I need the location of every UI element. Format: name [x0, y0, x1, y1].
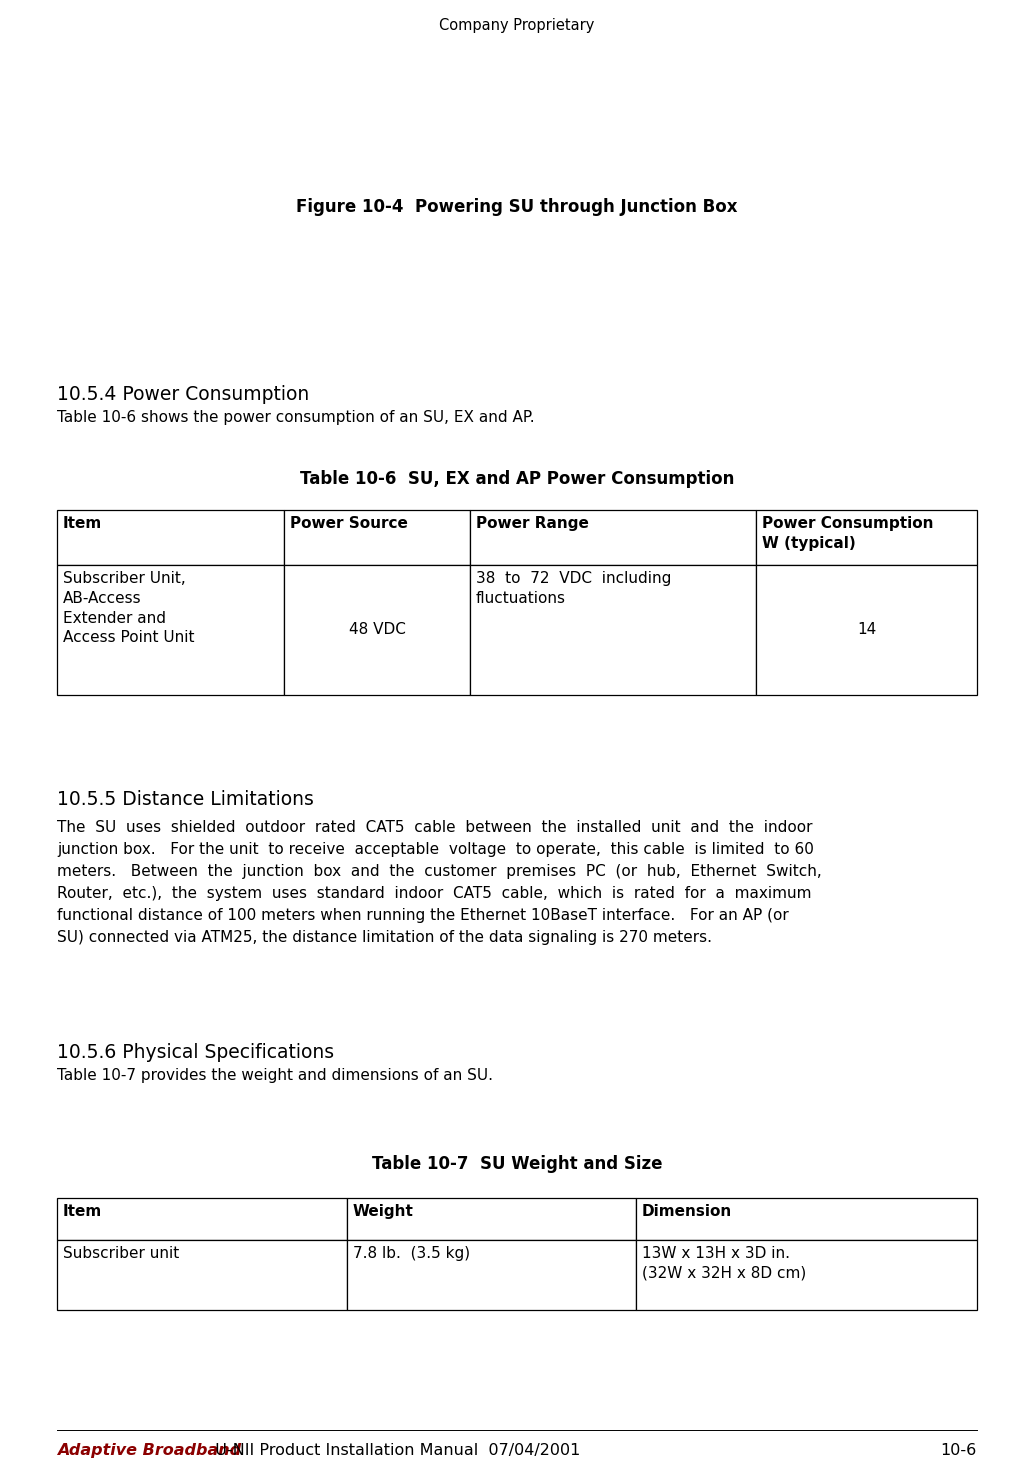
- Bar: [57, 565, 284, 694]
- Bar: [57, 1239, 347, 1310]
- Text: Subscriber Unit,
AB-Access
Extender and
Access Point Unit: Subscriber Unit, AB-Access Extender and …: [63, 571, 194, 646]
- Text: meters.   Between  the  junction  box  and  the  customer  premises  PC  (or  hu: meters. Between the junction box and the…: [57, 864, 822, 879]
- Bar: [636, 1239, 977, 1310]
- Text: SU) connected via ATM25, the distance limitation of the data signaling is 270 me: SU) connected via ATM25, the distance li…: [57, 930, 712, 945]
- Text: Subscriber unit: Subscriber unit: [63, 1247, 179, 1261]
- Text: Company Proprietary: Company Proprietary: [439, 18, 595, 34]
- Text: Power Consumption
W (typical): Power Consumption W (typical): [762, 516, 934, 551]
- Text: Table 10-7  SU Weight and Size: Table 10-7 SU Weight and Size: [372, 1154, 662, 1173]
- Text: Table 10-6  SU, EX and AP Power Consumption: Table 10-6 SU, EX and AP Power Consumpti…: [300, 470, 734, 488]
- Bar: [57, 510, 284, 565]
- Bar: [284, 510, 470, 565]
- Text: Figure 10-4  Powering SU through Junction Box: Figure 10-4 Powering SU through Junction…: [297, 198, 737, 215]
- Text: 7.8 lb.  (3.5 kg): 7.8 lb. (3.5 kg): [353, 1247, 470, 1261]
- Bar: [284, 565, 470, 694]
- Bar: [347, 1239, 636, 1310]
- Text: Adaptive Broadband: Adaptive Broadband: [57, 1443, 241, 1458]
- Text: functional distance of 100 meters when running the Ethernet 10BaseT interface.  : functional distance of 100 meters when r…: [57, 908, 789, 923]
- Text: 13W x 13H x 3D in.
(32W x 32H x 8D cm): 13W x 13H x 3D in. (32W x 32H x 8D cm): [642, 1247, 807, 1280]
- Text: U-NII Product Installation Manual  07/04/2001: U-NII Product Installation Manual 07/04/…: [205, 1443, 580, 1458]
- Text: 38  to  72  VDC  including
fluctuations: 38 to 72 VDC including fluctuations: [476, 571, 671, 607]
- Text: Item: Item: [63, 1204, 102, 1219]
- Bar: [636, 1198, 977, 1239]
- Text: Power Source: Power Source: [290, 516, 407, 530]
- Text: Table 10-7 provides the weight and dimensions of an SU.: Table 10-7 provides the weight and dimen…: [57, 1068, 493, 1083]
- Text: Router,  etc.),  the  system  uses  standard  indoor  CAT5  cable,  which  is  r: Router, etc.), the system uses standard …: [57, 886, 812, 901]
- Text: 48 VDC: 48 VDC: [348, 623, 405, 637]
- Text: Weight: Weight: [353, 1204, 414, 1219]
- Text: junction box.   For the unit  to receive  acceptable  voltage  to operate,  this: junction box. For the unit to receive ac…: [57, 842, 814, 857]
- Text: The  SU  uses  shielded  outdoor  rated  CAT5  cable  between  the  installed  u: The SU uses shielded outdoor rated CAT5 …: [57, 820, 813, 835]
- Bar: [470, 565, 756, 694]
- Bar: [57, 1198, 347, 1239]
- Text: 10-6: 10-6: [941, 1443, 977, 1458]
- Text: 10.5.4 Power Consumption: 10.5.4 Power Consumption: [57, 385, 309, 404]
- Text: 14: 14: [857, 623, 876, 637]
- Text: Item: Item: [63, 516, 102, 530]
- Text: 10.5.5 Distance Limitations: 10.5.5 Distance Limitations: [57, 790, 314, 809]
- Bar: [756, 510, 977, 565]
- Text: Table 10-6 shows the power consumption of an SU, EX and AP.: Table 10-6 shows the power consumption o…: [57, 410, 535, 425]
- Text: 10.5.6 Physical Specifications: 10.5.6 Physical Specifications: [57, 1043, 334, 1062]
- Text: Dimension: Dimension: [642, 1204, 732, 1219]
- Text: Power Range: Power Range: [476, 516, 589, 530]
- Bar: [347, 1198, 636, 1239]
- Bar: [756, 565, 977, 694]
- Bar: [470, 510, 756, 565]
